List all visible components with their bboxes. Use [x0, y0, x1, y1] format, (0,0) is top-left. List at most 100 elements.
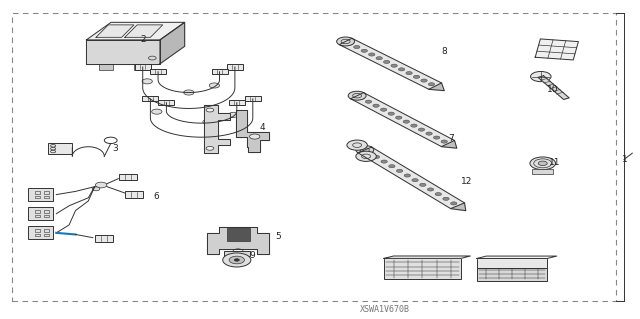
Circle shape — [451, 202, 457, 205]
Bar — [532, 169, 553, 174]
Text: 3: 3 — [112, 144, 118, 153]
Polygon shape — [451, 203, 466, 211]
Circle shape — [223, 253, 251, 267]
Bar — [35, 215, 40, 217]
Circle shape — [209, 83, 220, 88]
Circle shape — [388, 165, 395, 168]
Bar — [35, 234, 40, 236]
Text: 7: 7 — [448, 134, 454, 143]
Polygon shape — [538, 76, 569, 100]
Circle shape — [435, 193, 442, 196]
Bar — [95, 235, 113, 242]
Circle shape — [337, 37, 355, 46]
Circle shape — [396, 116, 402, 119]
Circle shape — [365, 151, 372, 154]
Bar — [44, 215, 49, 217]
Circle shape — [398, 68, 405, 71]
Circle shape — [421, 79, 428, 82]
Polygon shape — [339, 38, 442, 89]
Bar — [245, 96, 261, 101]
Circle shape — [346, 42, 353, 45]
Text: 8: 8 — [442, 47, 447, 56]
Text: 5: 5 — [275, 232, 281, 241]
Circle shape — [411, 124, 417, 127]
Polygon shape — [96, 25, 134, 37]
Bar — [48, 143, 72, 154]
Bar — [35, 196, 40, 198]
Circle shape — [347, 140, 367, 150]
Circle shape — [373, 155, 380, 159]
Text: 1: 1 — [622, 155, 628, 164]
Bar — [134, 64, 150, 70]
Bar — [35, 191, 40, 194]
Polygon shape — [358, 147, 465, 209]
Circle shape — [531, 71, 551, 82]
Circle shape — [433, 136, 440, 139]
Circle shape — [380, 108, 387, 111]
Circle shape — [348, 91, 366, 100]
Circle shape — [376, 56, 383, 60]
Bar — [384, 258, 461, 279]
Circle shape — [413, 75, 420, 78]
Bar — [44, 234, 49, 236]
Text: 11: 11 — [549, 158, 561, 167]
Circle shape — [404, 174, 410, 177]
Polygon shape — [429, 83, 444, 91]
Polygon shape — [477, 256, 557, 258]
Bar — [125, 191, 143, 198]
Circle shape — [369, 53, 375, 56]
Circle shape — [365, 100, 372, 103]
Circle shape — [356, 145, 374, 154]
Polygon shape — [125, 25, 163, 37]
Polygon shape — [160, 22, 184, 64]
Circle shape — [354, 45, 360, 49]
Circle shape — [228, 112, 239, 117]
Circle shape — [184, 90, 194, 95]
Circle shape — [530, 157, 556, 170]
Bar — [134, 64, 148, 70]
Circle shape — [420, 183, 426, 186]
Bar — [211, 69, 228, 74]
Circle shape — [95, 182, 107, 188]
Bar — [150, 69, 166, 74]
Text: XSWA1V670B: XSWA1V670B — [360, 305, 410, 314]
Bar — [44, 210, 49, 213]
Circle shape — [358, 96, 364, 99]
Bar — [159, 100, 175, 105]
Bar — [35, 210, 40, 213]
Polygon shape — [442, 140, 457, 148]
Bar — [28, 207, 53, 220]
Polygon shape — [384, 256, 470, 258]
Circle shape — [441, 140, 447, 143]
Circle shape — [152, 109, 162, 114]
Polygon shape — [535, 39, 579, 60]
Circle shape — [419, 128, 425, 131]
Bar — [224, 251, 250, 256]
Bar — [28, 188, 53, 201]
Bar — [227, 228, 250, 241]
Polygon shape — [86, 40, 160, 64]
Text: 9: 9 — [250, 251, 255, 260]
Circle shape — [142, 79, 152, 84]
Polygon shape — [204, 105, 230, 153]
Circle shape — [229, 256, 244, 264]
Circle shape — [373, 104, 380, 107]
Circle shape — [391, 64, 397, 67]
Circle shape — [234, 259, 239, 261]
Bar — [142, 96, 158, 101]
Circle shape — [538, 161, 547, 166]
Bar — [119, 174, 137, 180]
Circle shape — [426, 132, 432, 135]
Circle shape — [361, 49, 367, 52]
Polygon shape — [351, 93, 454, 147]
Circle shape — [396, 169, 403, 173]
Circle shape — [383, 60, 390, 63]
Bar — [229, 100, 245, 105]
Polygon shape — [207, 227, 269, 254]
Bar — [227, 64, 243, 70]
Circle shape — [428, 83, 435, 86]
Bar — [28, 226, 53, 239]
Text: 10: 10 — [547, 85, 559, 94]
Bar — [99, 64, 113, 70]
Text: 4: 4 — [259, 123, 265, 132]
